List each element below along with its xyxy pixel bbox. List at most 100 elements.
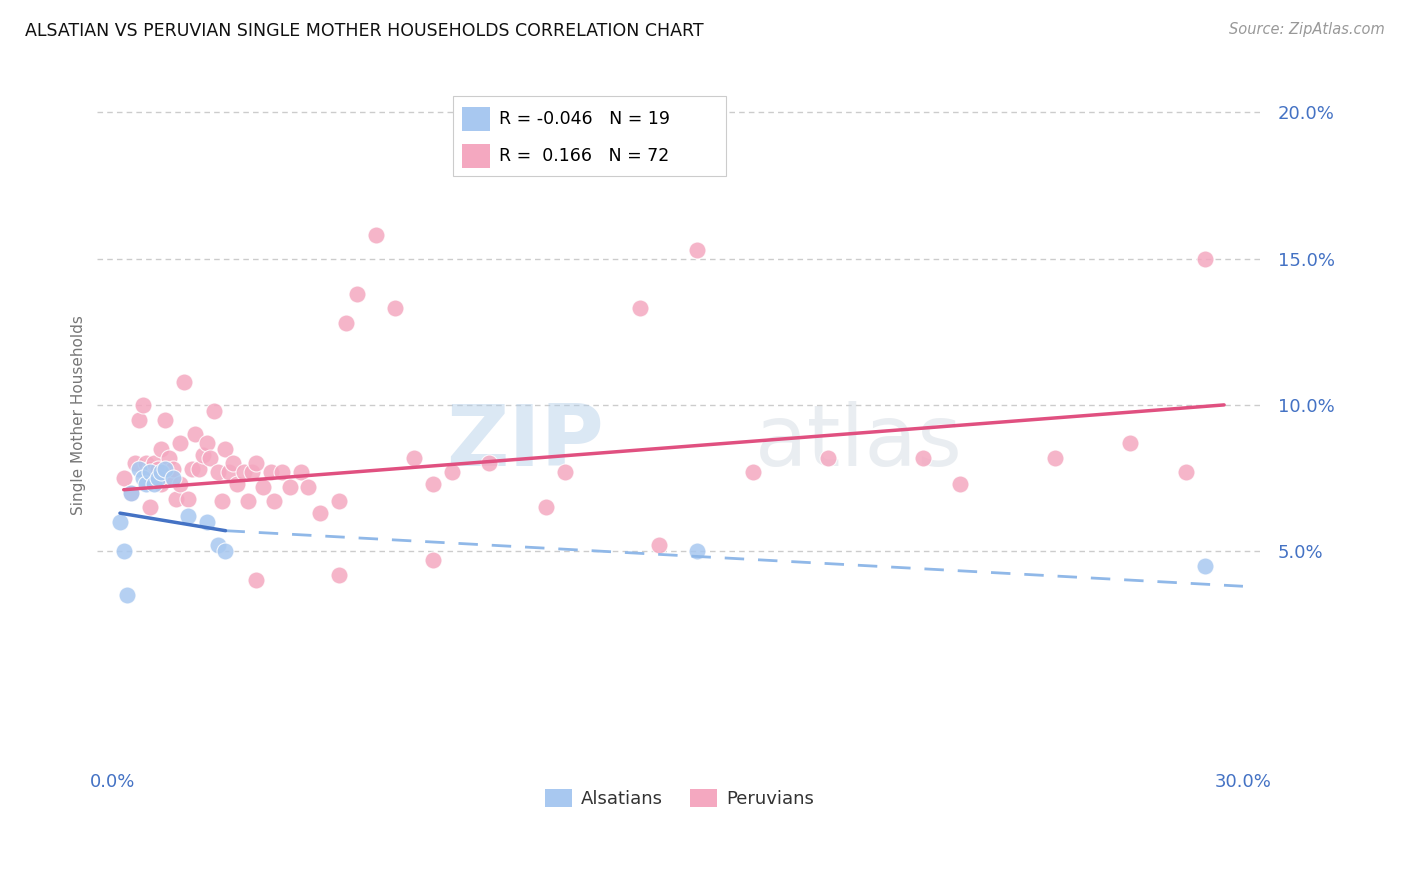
Point: [440, 465, 463, 479]
Point: [222, 457, 245, 471]
Point: [346, 286, 368, 301]
Point: [135, 476, 157, 491]
Text: ALSATIAN VS PERUVIAN SINGLE MOTHER HOUSEHOLDS CORRELATION CHART: ALSATIAN VS PERUVIAN SINGLE MOTHER HOUSE…: [25, 22, 704, 40]
Point: [169, 436, 191, 450]
Point: [112, 544, 135, 558]
Point: [150, 465, 173, 479]
Point: [628, 301, 651, 316]
Text: atlas: atlas: [755, 401, 963, 484]
Point: [1194, 558, 1216, 573]
Point: [328, 567, 350, 582]
Point: [534, 500, 557, 515]
Point: [214, 442, 236, 456]
Point: [685, 544, 707, 558]
Point: [1043, 450, 1066, 465]
Point: [120, 485, 142, 500]
Point: [263, 494, 285, 508]
Point: [211, 494, 233, 508]
Point: [402, 450, 425, 465]
Point: [202, 403, 225, 417]
Point: [162, 462, 184, 476]
Point: [384, 301, 406, 316]
Point: [252, 480, 274, 494]
Point: [131, 471, 153, 485]
Point: [328, 494, 350, 508]
Point: [153, 412, 176, 426]
Legend: Alsatians, Peruvians: Alsatians, Peruvians: [537, 781, 821, 815]
Point: [911, 450, 934, 465]
Point: [245, 574, 267, 588]
Point: [135, 457, 157, 471]
Point: [139, 465, 162, 479]
Point: [260, 465, 283, 479]
Point: [131, 398, 153, 412]
Point: [139, 500, 162, 515]
Point: [191, 448, 214, 462]
Point: [236, 494, 259, 508]
Point: [128, 462, 150, 476]
Point: [112, 471, 135, 485]
Point: [233, 465, 256, 479]
Point: [188, 462, 211, 476]
Point: [117, 588, 139, 602]
Point: [153, 462, 176, 476]
Point: [1119, 436, 1142, 450]
Text: Source: ZipAtlas.com: Source: ZipAtlas.com: [1229, 22, 1385, 37]
Point: [214, 544, 236, 558]
Point: [366, 228, 388, 243]
Point: [648, 538, 671, 552]
FancyBboxPatch shape: [453, 96, 725, 176]
FancyBboxPatch shape: [461, 107, 489, 130]
Point: [146, 462, 169, 476]
Point: [207, 465, 229, 479]
Point: [1175, 465, 1198, 479]
Point: [207, 538, 229, 552]
Point: [166, 491, 188, 506]
Point: [177, 509, 200, 524]
Point: [240, 465, 263, 479]
Point: [142, 457, 165, 471]
Point: [124, 457, 146, 471]
Point: [308, 506, 330, 520]
Text: R =  0.166   N = 72: R = 0.166 N = 72: [499, 147, 669, 165]
Point: [685, 243, 707, 257]
Point: [297, 480, 319, 494]
Point: [162, 471, 184, 485]
Point: [142, 476, 165, 491]
Point: [169, 476, 191, 491]
Text: ZIP: ZIP: [446, 401, 605, 484]
Point: [478, 457, 501, 471]
Point: [120, 485, 142, 500]
Point: [184, 427, 207, 442]
Point: [278, 480, 301, 494]
Point: [128, 412, 150, 426]
Point: [218, 465, 240, 479]
Point: [817, 450, 839, 465]
Point: [245, 457, 267, 471]
FancyBboxPatch shape: [461, 145, 489, 168]
Point: [139, 462, 162, 476]
Point: [742, 465, 765, 479]
Text: R = -0.046   N = 19: R = -0.046 N = 19: [499, 110, 671, 128]
Point: [335, 316, 357, 330]
Point: [195, 436, 218, 450]
Point: [195, 515, 218, 529]
Point: [422, 476, 444, 491]
Point: [290, 465, 312, 479]
Y-axis label: Single Mother Households: Single Mother Households: [72, 315, 86, 515]
Point: [271, 465, 294, 479]
Point: [200, 450, 222, 465]
Point: [150, 476, 173, 491]
Point: [177, 491, 200, 506]
Point: [180, 462, 202, 476]
Point: [422, 553, 444, 567]
Point: [150, 442, 173, 456]
Point: [108, 515, 131, 529]
Point: [157, 471, 180, 485]
Point: [157, 450, 180, 465]
Point: [225, 476, 247, 491]
Point: [1194, 252, 1216, 266]
Point: [554, 465, 576, 479]
Point: [949, 476, 972, 491]
Point: [146, 471, 169, 485]
